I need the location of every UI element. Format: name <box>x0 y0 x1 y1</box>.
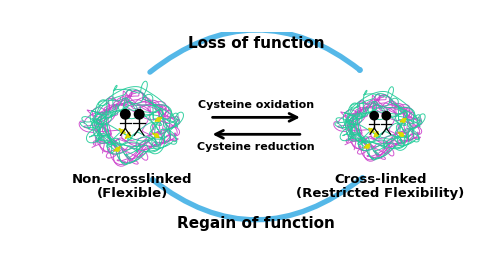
FancyArrowPatch shape <box>150 30 360 72</box>
Circle shape <box>120 109 130 119</box>
Text: Cysteine oxidation: Cysteine oxidation <box>198 100 314 110</box>
Circle shape <box>134 109 144 119</box>
Text: Regain of function: Regain of function <box>178 216 335 231</box>
Text: (Restricted Flexibility): (Restricted Flexibility) <box>296 187 464 200</box>
Text: Loss of function: Loss of function <box>188 36 324 51</box>
Text: (Flexible): (Flexible) <box>96 187 168 200</box>
Circle shape <box>370 112 378 120</box>
Text: Cysteine reduction: Cysteine reduction <box>198 142 315 152</box>
Text: Non-crosslinked: Non-crosslinked <box>72 173 192 186</box>
FancyArrowPatch shape <box>152 178 362 220</box>
Circle shape <box>382 112 390 120</box>
Text: Cross-linked: Cross-linked <box>334 173 426 186</box>
